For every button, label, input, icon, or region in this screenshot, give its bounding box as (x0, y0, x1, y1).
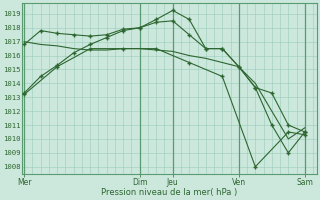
X-axis label: Pression niveau de la mer( hPa ): Pression niveau de la mer( hPa ) (101, 188, 237, 197)
